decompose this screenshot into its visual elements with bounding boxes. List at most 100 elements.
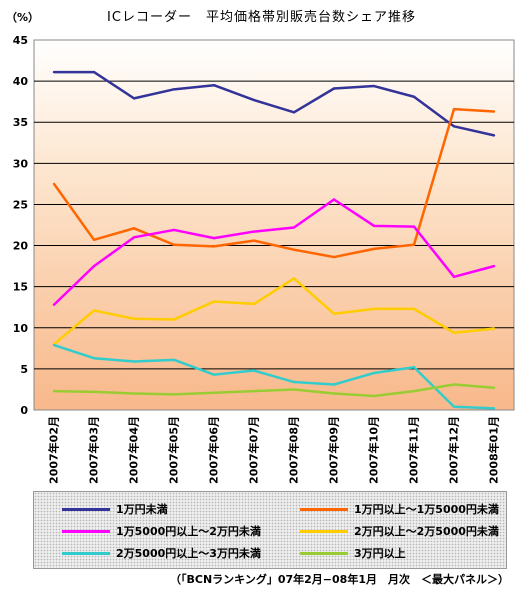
x-tick-label: 2007年10月 — [367, 416, 381, 484]
y-axis-unit: （%） — [6, 11, 40, 24]
data-point — [172, 228, 176, 232]
data-point — [252, 389, 256, 393]
data-point — [52, 182, 56, 186]
series-2 — [52, 107, 496, 259]
data-point — [252, 98, 256, 102]
legend-item: 1万円以上～1万5000円未満 — [300, 501, 499, 517]
data-point — [332, 312, 336, 315]
data-point — [292, 380, 296, 384]
data-point — [372, 247, 376, 251]
data-point — [412, 95, 416, 98]
data-point — [52, 343, 56, 347]
series-line — [53, 277, 495, 346]
data-point — [212, 84, 216, 87]
x-tick-label: 2007年12月 — [447, 416, 461, 484]
data-point — [172, 243, 176, 246]
legend-swatch — [62, 529, 110, 533]
y-tick-label: 0 — [20, 404, 28, 417]
data-point — [52, 389, 56, 393]
data-point — [212, 391, 216, 394]
y-tick-label: 40 — [13, 75, 29, 88]
data-point — [492, 386, 496, 389]
source-note: （「BCNランキング」07年2月−08年1月 月次 ＜最大パネル＞） — [170, 573, 509, 586]
x-tick-label: 2007年02月 — [47, 416, 61, 484]
legend-item: 3万円以上 — [300, 545, 406, 561]
data-point — [412, 243, 416, 246]
data-point — [332, 87, 336, 90]
data-point — [92, 264, 96, 268]
data-point — [412, 225, 416, 228]
data-point — [212, 373, 216, 376]
data-point — [52, 303, 56, 306]
data-point — [492, 110, 496, 113]
legend-label: 2万円以上～2万5000円未満 — [354, 525, 499, 538]
legend-item: 1万5000円以上～2万円未満 — [62, 523, 261, 539]
data-point — [292, 226, 296, 229]
legend-swatch — [300, 507, 348, 511]
data-point — [132, 392, 136, 395]
x-tick-label: 2007年06月 — [207, 416, 221, 484]
legend-swatch — [62, 551, 110, 555]
x-tick-label: 2007年08月 — [287, 416, 301, 484]
legend-item: 1万円未満 — [62, 501, 168, 517]
data-point — [252, 230, 256, 233]
data-point — [92, 70, 96, 74]
data-point — [92, 238, 96, 241]
series-6 — [52, 383, 496, 398]
series-line — [53, 343, 495, 410]
x-tick-label: 2007年07月 — [247, 416, 261, 484]
data-point — [332, 383, 336, 386]
data-point — [252, 302, 256, 306]
x-tick-label: 2007年04月 — [127, 416, 141, 484]
data-point — [372, 224, 376, 228]
y-tick-label: 15 — [13, 281, 28, 294]
x-tick-label: 2008年01月 — [487, 416, 501, 484]
data-point — [492, 327, 496, 330]
data-point — [132, 97, 136, 100]
y-tick-label: 35 — [13, 116, 28, 129]
legend-label: 1万円以上～1万5000円未満 — [354, 503, 499, 516]
data-point — [452, 275, 456, 278]
data-point — [172, 88, 176, 91]
y-tick-label: 10 — [13, 322, 29, 335]
data-point — [92, 390, 96, 394]
legend-swatch — [62, 507, 110, 511]
data-point — [452, 107, 456, 111]
series-line — [54, 70, 495, 137]
data-point — [372, 371, 376, 375]
data-point — [452, 331, 456, 334]
data-point — [292, 388, 296, 391]
data-point — [292, 277, 296, 280]
data-point — [132, 317, 136, 320]
data-point — [172, 318, 176, 321]
y-tick-label: 20 — [13, 240, 29, 253]
data-point — [412, 307, 416, 311]
legend-label: 3万円以上 — [354, 547, 406, 560]
legend-label: 2万5000円以上～3万円未満 — [116, 547, 261, 560]
chart-title: ICレコーダー 平均価格帯別販売台数シェア推移 — [107, 10, 416, 25]
y-tick-label: 25 — [13, 198, 28, 211]
series-5 — [52, 343, 496, 410]
data-point — [92, 357, 96, 360]
series-3 — [52, 198, 496, 306]
legend-swatch — [300, 529, 348, 533]
data-point — [132, 227, 136, 230]
legend-label: 1万5000円以上～2万円未満 — [116, 525, 261, 538]
y-tick-label: 45 — [13, 34, 28, 47]
x-tick-label: 2007年09月 — [327, 416, 341, 484]
line-chart: 0 5 10 15 20 25 30 35 40 45 2007年02月 2007年03月 2007年… — [13, 34, 515, 484]
data-point — [132, 360, 136, 363]
data-point — [292, 111, 296, 114]
data-point — [172, 393, 176, 396]
data-point — [332, 255, 336, 259]
data-point — [492, 407, 496, 410]
legend: 1万円未満 1万円以上～1万5000円未満 1万5000円以上～2万円未満 2万円以上… — [33, 491, 507, 569]
legend-swatch — [300, 551, 348, 555]
data-point — [132, 236, 136, 239]
data-point — [372, 394, 376, 398]
data-point — [52, 70, 56, 74]
data-point — [372, 84, 376, 88]
data-point — [452, 125, 456, 128]
data-point — [332, 392, 336, 395]
data-point — [252, 239, 256, 242]
